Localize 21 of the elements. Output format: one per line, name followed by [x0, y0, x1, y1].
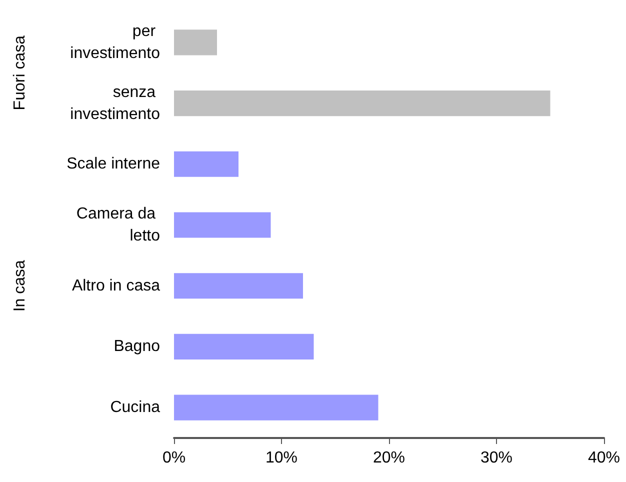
y-tick-label: Scale interne	[66, 156, 160, 173]
bar	[174, 90, 550, 116]
bar	[174, 151, 238, 177]
text: In casa	[12, 260, 28, 312]
bar	[174, 212, 271, 238]
bar	[174, 273, 303, 299]
bar	[174, 30, 217, 56]
text: Fuori casa	[12, 35, 28, 110]
y-tick-label: Altro in casa	[72, 277, 160, 294]
x-tick-label: 0%	[162, 450, 186, 466]
x-tick-label: 30%	[480, 450, 513, 466]
y-tick-label: per investimento	[70, 22, 160, 62]
bar	[174, 394, 378, 420]
y-tick-label: Cucina	[110, 399, 160, 416]
x-tick-label: 20%	[372, 450, 406, 466]
y-tick-label: Bagno	[114, 338, 160, 356]
y-tick-label: senza investimento	[70, 84, 160, 123]
x-tick-label: 40%	[588, 450, 620, 466]
x-tick-label: 10%	[265, 450, 298, 466]
y-tick-label: Camera da letto	[76, 206, 160, 244]
bar	[174, 334, 314, 360]
